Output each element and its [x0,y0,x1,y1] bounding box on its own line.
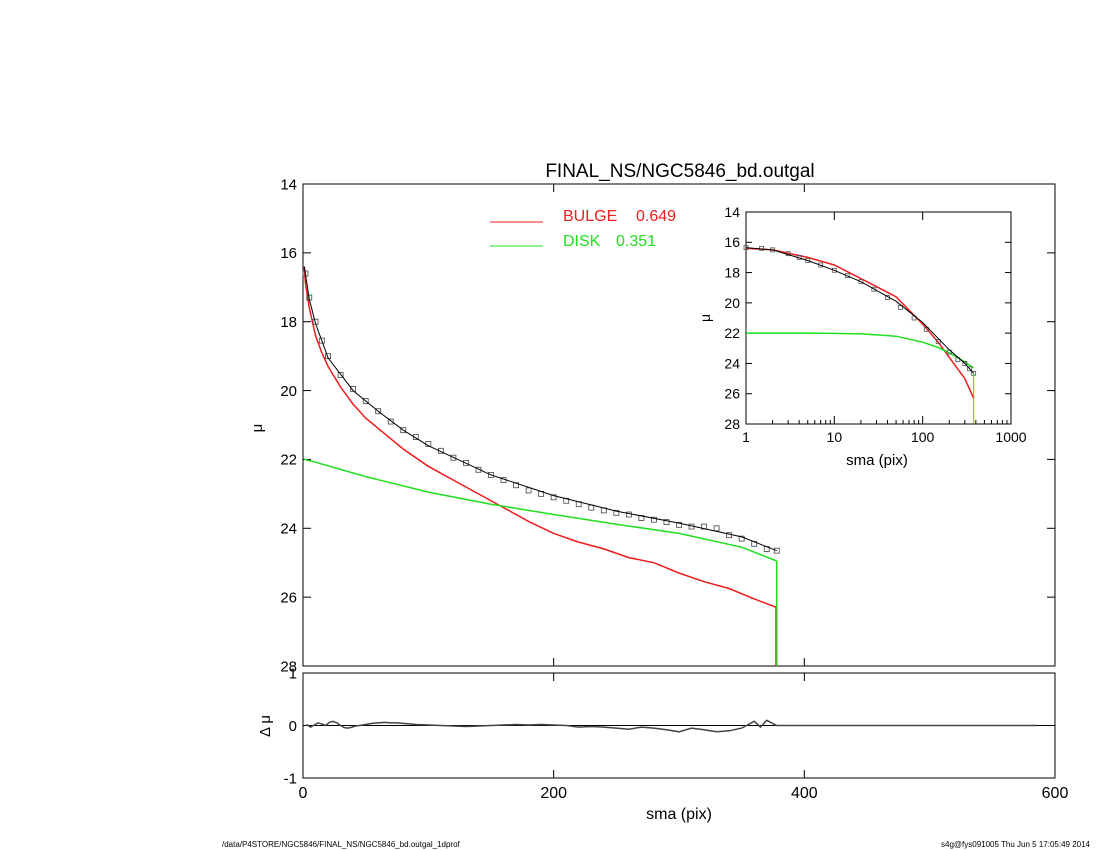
main-data-point [651,516,657,523]
main-ytick-label: 22 [280,452,297,469]
main-data-point [738,535,745,542]
residual-series-layer [306,719,1037,733]
main-plot-frame [302,183,1056,667]
main-data-point [676,521,682,528]
main-data-point [488,472,494,478]
legend-disk-label: DISK [563,233,601,250]
main-panel: FINAL_NS/NGC5846_bd.outgal 14 16 18 20 22 24 2… [249,161,1056,675]
inset-ytick-label: 26 [724,386,740,402]
inset-plot-frame [745,211,1012,425]
inset-xtick-label: 1000 [995,429,1026,445]
main-data-point [588,504,595,511]
main-data-point [400,427,407,434]
inset-panel: 14 16 18 20 22 24 26 281 10 100 1000 μ sma (pix) [697,204,1027,469]
residual-ytick-label: -1 [284,770,297,787]
inset-xtick-label: 10 [827,429,843,445]
residual-xtick-label: 0 [299,785,308,802]
main-data-point [318,337,325,344]
legend-bulge-value: 0.649 [636,208,676,225]
inset-data-point [858,279,864,285]
inset-data-point [831,267,837,273]
residual-residual-line [306,719,1037,733]
inset-bulge-line [745,247,975,399]
main-ytick-label: 16 [280,245,297,262]
inset-data-point [871,286,877,292]
main-axes: 14 16 18 20 22 24 26 28 [280,176,1056,675]
legend-disk-value: 0.351 [616,233,656,250]
inset-data-point [935,339,941,344]
main-ytick-label: 20 [280,383,297,400]
main-series-layer [302,266,780,666]
main-ytick-label: 26 [280,589,297,606]
residual-y-axis-label: Δ μ [257,715,274,737]
inset-x-axis-label: sma (pix) [846,452,908,469]
inset-data-point [805,258,811,263]
main-data-point [713,525,720,532]
main-ytick-label: 14 [280,176,297,193]
inset-ytick-label: 16 [724,234,740,250]
inset-xtick-label: 1 [742,429,750,445]
main-data-point [362,397,369,404]
legend: BULGE 0.649 DISK 0.351 [490,208,676,250]
footer-timestamp: s4g@fys091005 Thu Jun 5 17:05:49 2014 [941,840,1090,849]
main-data-point [387,418,394,425]
main-data-point [625,511,632,518]
main-ytick-label: 28 [280,658,297,675]
residual-xtick-label: 400 [791,785,818,802]
inset-data-point [923,326,929,332]
inset-axes: 14 16 18 20 22 24 26 281 10 100 1000 [724,204,1026,445]
main-data-point [375,408,382,415]
main-data-point [350,385,357,392]
inset-ytick-label: 24 [724,355,740,371]
inset-ytick-label: 28 [724,416,740,432]
inset-ytick-label: 20 [724,295,740,311]
main-disk-line [304,458,778,562]
footer-file-path: /data/P4STORE/NGC5846/FINAL_NS/NGC5846_b… [222,840,460,849]
inset-ytick-label: 14 [724,204,740,220]
inset-y-axis-label: μ [697,314,713,322]
residual-ytick-label: 1 [289,665,297,682]
main-data-point [412,434,419,440]
inset-model-line [745,247,975,374]
residual-xtick-label: 600 [1042,785,1069,802]
legend-bulge-label: BULGE [563,208,617,225]
main-data-point [773,547,780,554]
inset-data-point [844,273,850,279]
main-data-point [613,509,620,516]
main-model-line [303,266,777,552]
residual-x-axis-label: sma (pix) [646,806,712,823]
chart-title: FINAL_NS/NGC5846_bd.outgal [545,161,814,182]
residual-xtick-label: 200 [540,785,567,802]
inset-ytick-label: 22 [724,325,740,341]
inset-xtick-label: 100 [911,429,935,445]
inset-series-layer [743,245,977,424]
main-bulge-line [303,266,778,609]
main-ytick-label: 24 [280,521,297,538]
inset-data-point [898,304,903,310]
main-y-axis-label: μ [249,424,266,433]
main-data-point [463,459,469,466]
main-data-point [550,494,557,501]
inset-data-point [967,366,973,372]
inset-ytick-label: 18 [724,264,740,280]
main-ytick-label: 18 [280,314,297,331]
main-data-point [450,454,457,461]
main-data-point [337,372,344,378]
residual-ytick-label: 0 [289,718,297,735]
main-data-point [663,519,670,525]
main-data-point [525,487,532,494]
inset-data-point [962,361,968,366]
